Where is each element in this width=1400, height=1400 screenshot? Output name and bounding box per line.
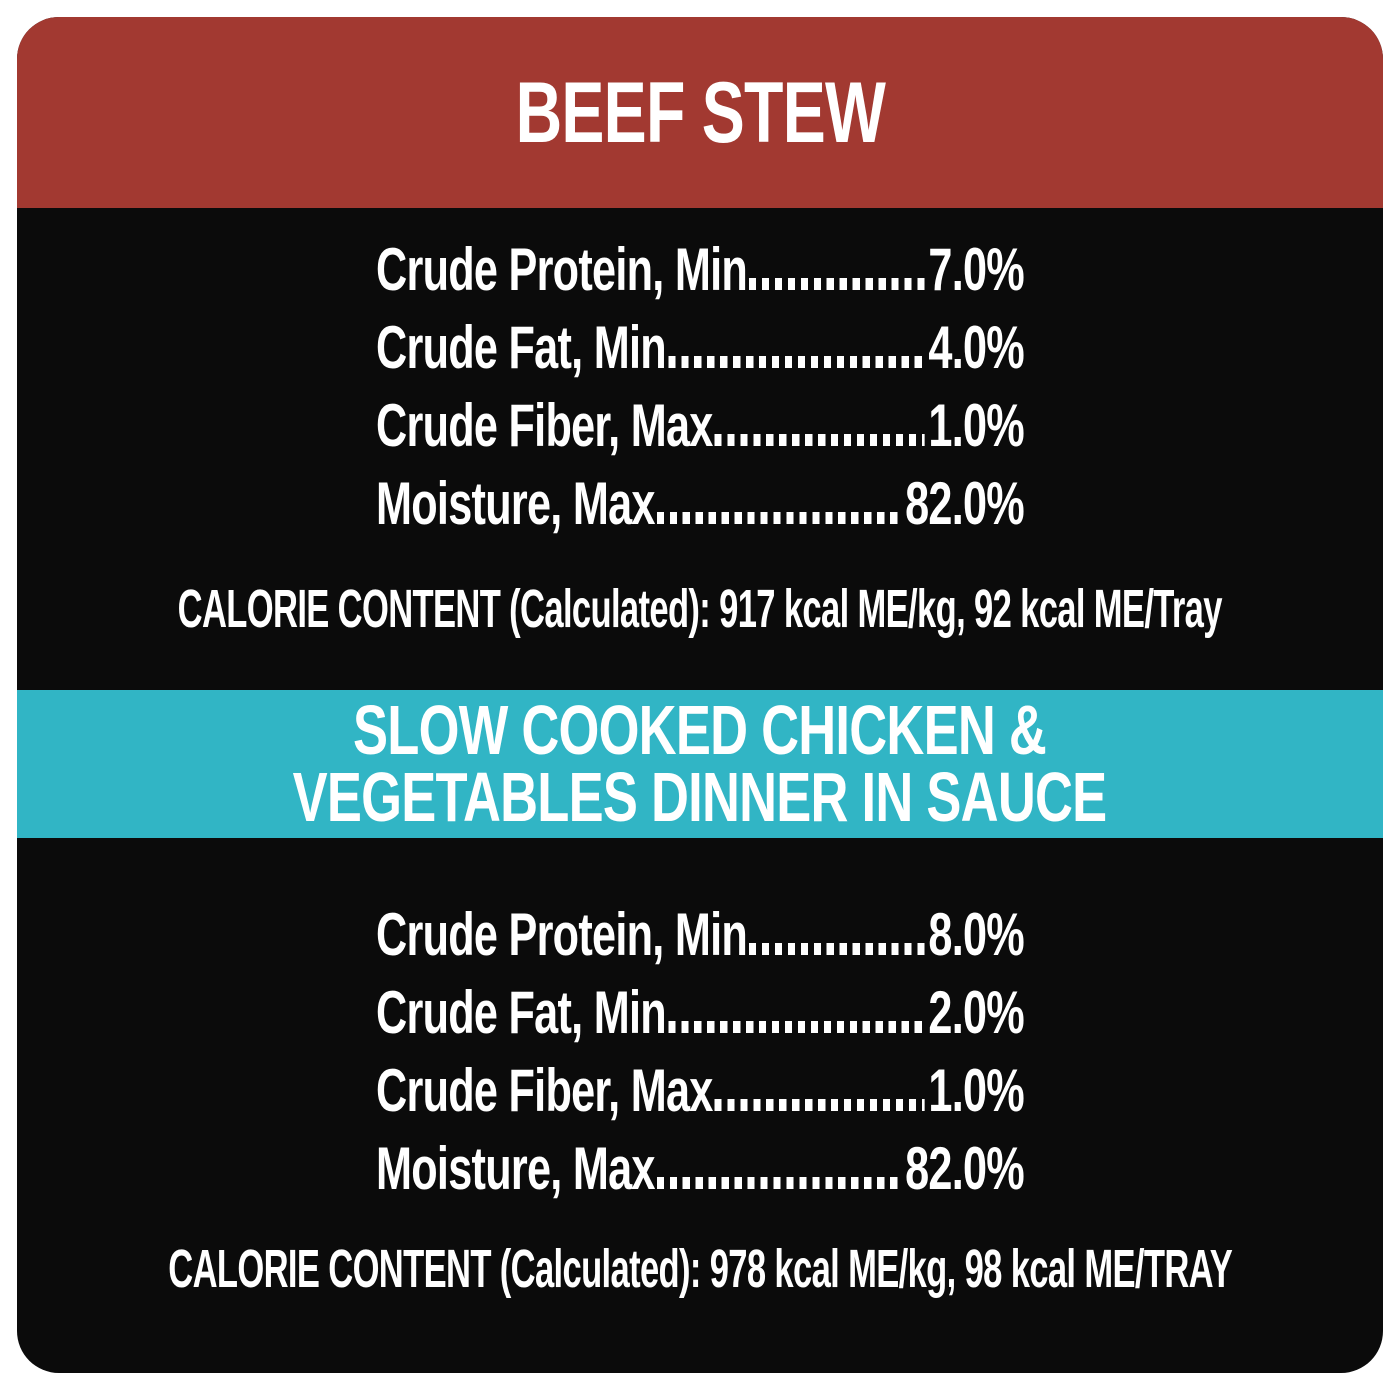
dot-leader [668, 309, 925, 387]
nutrient-value: 4.0% [928, 314, 1024, 381]
section-title-chicken-vegetables: SLOW COOKED CHICKEN & VEGETABLES DINNER … [293, 695, 1108, 832]
calorie-content-chicken-vegetables: CALORIE CONTENT (Calculated): 978 kcal M… [17, 1238, 1383, 1300]
nutrient-row-crude-fiber: Crude Fiber, Max 1.0% [376, 387, 1025, 465]
section-header-chicken-vegetables: SLOW COOKED CHICKEN & VEGETABLES DINNER … [17, 690, 1383, 838]
nutrient-label: Crude Protein, Min [376, 236, 748, 303]
nutrient-row-moisture: Moisture, Max 82.0% [376, 465, 1025, 543]
section-title-line1: SLOW COOKED CHICKEN & [353, 691, 1047, 769]
nutrition-label-card: BEEF STEW Crude Protein, Min 7.0% Crude … [17, 17, 1383, 1373]
nutrient-label: Crude Fiber, Max [376, 392, 713, 459]
dot-leader [656, 1130, 902, 1208]
nutrient-row-crude-protein: Crude Protein, Min 7.0% [376, 231, 1025, 309]
dot-leader [656, 465, 902, 543]
nutrient-label: Crude Protein, Min [376, 901, 748, 968]
nutrient-value: 82.0% [905, 1135, 1025, 1202]
section-title-line2: VEGETABLES DINNER IN SAUCE [293, 758, 1108, 836]
nutrient-value: 8.0% [928, 901, 1024, 968]
nutrient-label: Crude Fat, Min [376, 979, 667, 1046]
dot-leader [714, 387, 925, 465]
dot-leader [749, 896, 925, 974]
nutrient-value: 7.0% [928, 236, 1024, 303]
section-title-beef-stew: BEEF STEW [515, 64, 885, 161]
nutrient-value: 1.0% [928, 1057, 1024, 1124]
dot-leader [749, 231, 925, 309]
nutrient-value: 1.0% [928, 392, 1024, 459]
calorie-content-text: CALORIE CONTENT (Calculated): 917 kcal M… [177, 579, 1223, 639]
nutrient-row-crude-protein: Crude Protein, Min 8.0% [376, 896, 1025, 974]
guaranteed-analysis-beef-stew: Crude Protein, Min 7.0% Crude Fat, Min 4… [376, 231, 1025, 543]
nutrient-label: Crude Fiber, Max [376, 1057, 713, 1124]
nutrient-label: Crude Fat, Min [376, 314, 667, 381]
nutrient-row-crude-fat: Crude Fat, Min 2.0% [376, 974, 1025, 1052]
calorie-content-text: CALORIE CONTENT (Calculated): 978 kcal M… [168, 1239, 1233, 1299]
guaranteed-analysis-chicken-vegetables: Crude Protein, Min 8.0% Crude Fat, Min 2… [376, 896, 1025, 1208]
dot-leader [668, 974, 925, 1052]
nutrient-row-crude-fiber: Crude Fiber, Max 1.0% [376, 1052, 1025, 1130]
nutrient-value: 82.0% [905, 470, 1025, 537]
nutrient-row-moisture: Moisture, Max 82.0% [376, 1130, 1025, 1208]
section-header-beef-stew: BEEF STEW [17, 17, 1383, 208]
calorie-content-beef-stew: CALORIE CONTENT (Calculated): 917 kcal M… [17, 578, 1383, 640]
nutrient-row-crude-fat: Crude Fat, Min 4.0% [376, 309, 1025, 387]
nutrient-value: 2.0% [928, 979, 1024, 1046]
nutrient-label: Moisture, Max [376, 470, 655, 537]
nutrient-label: Moisture, Max [376, 1135, 655, 1202]
dot-leader [714, 1052, 925, 1130]
